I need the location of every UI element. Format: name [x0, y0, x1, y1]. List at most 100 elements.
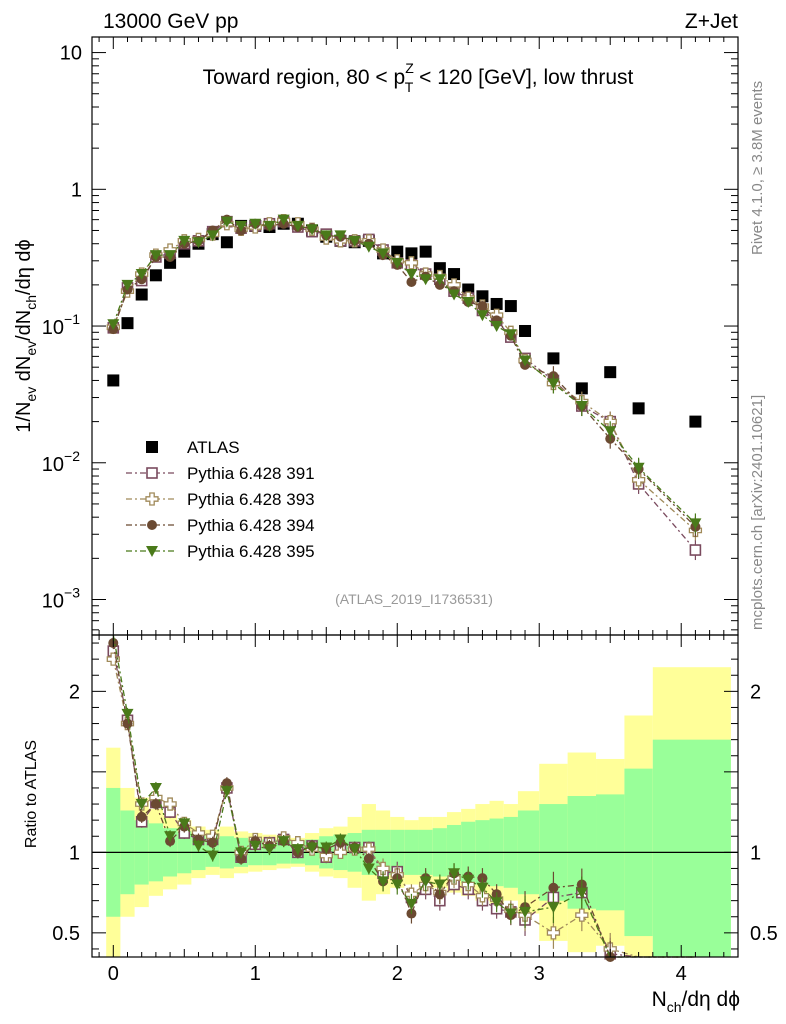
- data-point: [433, 274, 446, 286]
- ratio-data-point: [348, 844, 361, 856]
- ratio-data-point: [122, 718, 133, 729]
- ratio-data-point: [163, 797, 177, 811]
- main-y-power-tick-label: 10−2: [42, 448, 80, 476]
- ratio-data-point: [363, 853, 374, 864]
- x-tick-label: 0: [108, 963, 119, 985]
- data-point: [277, 214, 290, 226]
- data-point: [320, 230, 333, 242]
- main-y-tick-label: 10: [60, 43, 82, 65]
- main-y-power-tick-label: 10−1: [42, 311, 80, 339]
- data-point: [404, 256, 419, 270]
- data-point: [135, 269, 148, 281]
- data-point: [249, 218, 262, 230]
- ratio-data-point: [333, 845, 348, 859]
- ratio-data-point: [220, 786, 233, 798]
- ratio-series-line: [112, 659, 696, 958]
- data-point: [178, 235, 191, 247]
- region-title: Toward region, 80 < pZ T < 120 [GeV], low…: [203, 60, 634, 95]
- legend-label: Pythia 6.428 393: [187, 490, 315, 509]
- ratio-data-point: [362, 863, 375, 875]
- x-axis-label: Nch/dη dϕ: [652, 988, 740, 1015]
- ratio-data-point: [547, 902, 560, 914]
- x-tick-label: 1: [250, 963, 261, 985]
- legend-label: Pythia 6.428 395: [187, 542, 315, 561]
- data-point: [406, 276, 417, 287]
- data-point: [689, 544, 702, 556]
- data-point: [306, 224, 319, 236]
- data-point: [448, 268, 461, 281]
- ratio-data-point: [546, 926, 561, 940]
- legend-marker: [145, 492, 159, 506]
- ratio-panel: 0 1 2 3 4 2 1 0.5 2 1 0.5 Ratio to ATLAS: [23, 634, 778, 985]
- data-point: [391, 245, 404, 258]
- ratio-data-point: [263, 844, 276, 856]
- data-point: [405, 247, 418, 260]
- data-point: [263, 220, 276, 232]
- data-point: [689, 415, 702, 428]
- legend-entry: Pythia 6.428 395: [126, 542, 315, 561]
- legend-entry: Pythia 6.428 393: [126, 490, 315, 509]
- ratio-data-point: [291, 844, 304, 856]
- data-point: [604, 426, 617, 438]
- uncertainty-band-inner: [652, 739, 731, 957]
- ratio-series-pythia-6-428-395: [112, 634, 696, 958]
- data-point: [220, 216, 233, 228]
- data-point: [519, 355, 532, 367]
- ratio-data-point: [149, 782, 162, 794]
- data-point: [235, 220, 248, 232]
- data-point: [433, 262, 446, 275]
- ratio-y-tick-label-right: 0.5: [750, 923, 778, 945]
- ratio-data-point: [306, 842, 319, 854]
- ratio-data-point: [405, 898, 418, 910]
- ratio-data-point: [192, 840, 205, 852]
- data-point: [419, 245, 432, 258]
- data-point: [477, 301, 488, 312]
- data-point: [547, 378, 560, 390]
- ratio-data-point: [476, 882, 489, 894]
- data-point: [689, 518, 702, 530]
- data-point: [107, 319, 120, 331]
- ratio-data-point: [206, 850, 219, 862]
- data-point: [121, 279, 134, 291]
- main-plot-area: [106, 213, 703, 561]
- data-point: [504, 329, 517, 341]
- data-point: [632, 402, 645, 415]
- ratio-data-point: [277, 836, 290, 848]
- ratio-data-point: [135, 799, 148, 811]
- ratio-data-point: [391, 879, 404, 891]
- data-point: [149, 269, 162, 282]
- series-line: [112, 218, 696, 524]
- data-point: [220, 236, 233, 249]
- ratio-data-point: [164, 831, 177, 843]
- ratio-data-point: [377, 876, 390, 888]
- x-tick-label: 4: [676, 963, 687, 985]
- data-point: [504, 300, 517, 313]
- ratio-data-point: [320, 842, 333, 854]
- data-point: [348, 235, 361, 247]
- data-point: [206, 230, 219, 242]
- ratio-data-point: [121, 708, 134, 720]
- ratio-data-point: [221, 778, 232, 789]
- legend-marker: [146, 546, 158, 557]
- data-point: [490, 297, 503, 310]
- ratio-frame: [91, 634, 739, 958]
- data-point: [490, 321, 503, 333]
- ratio-ylabel: Ratio to ATLAS: [23, 740, 40, 848]
- data-point: [631, 473, 646, 487]
- analysis-id: (ATLAS_2019_I1736531): [335, 591, 493, 607]
- main-y-power-tick-label: 10−3: [42, 584, 80, 612]
- data-point: [291, 220, 304, 232]
- data-point: [476, 290, 489, 303]
- legend-marker: [146, 467, 158, 479]
- data-point: [192, 237, 205, 249]
- ratio-plot-area: [106, 634, 696, 962]
- legend-label: Pythia 6.428 391: [187, 464, 315, 483]
- ratio-data-point: [575, 908, 589, 922]
- ratio-data-point: [236, 853, 247, 864]
- ratio-y-tick-label-right: 2: [750, 681, 761, 703]
- main-y-tick-label: 1: [71, 179, 82, 201]
- main-ylabel: 1/Nev dNev/dNch/dη dϕ: [13, 239, 39, 432]
- ratio-data-point: [136, 811, 147, 822]
- main-panel: 10 1 10−1 10−2 10−3 Toward region, 80 < pZ T …: [13, 36, 739, 636]
- rivet-label: Rivet 4.1.0, ≥ 3.8M events: [749, 81, 766, 255]
